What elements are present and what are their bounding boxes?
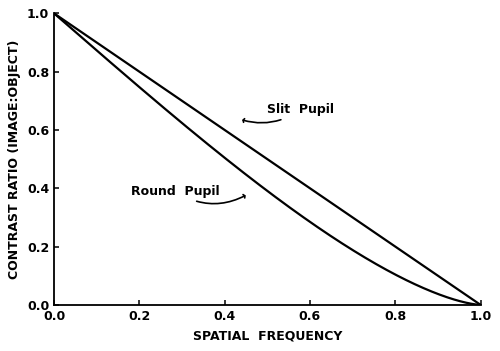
Text: Round  Pupil: Round Pupil: [131, 185, 245, 204]
Text: Slit  Pupil: Slit Pupil: [243, 103, 334, 123]
X-axis label: SPATIAL  FREQUENCY: SPATIAL FREQUENCY: [192, 330, 342, 343]
Y-axis label: CONTRAST RATIO (IMAGE:OBJECT): CONTRAST RATIO (IMAGE:OBJECT): [8, 39, 22, 279]
